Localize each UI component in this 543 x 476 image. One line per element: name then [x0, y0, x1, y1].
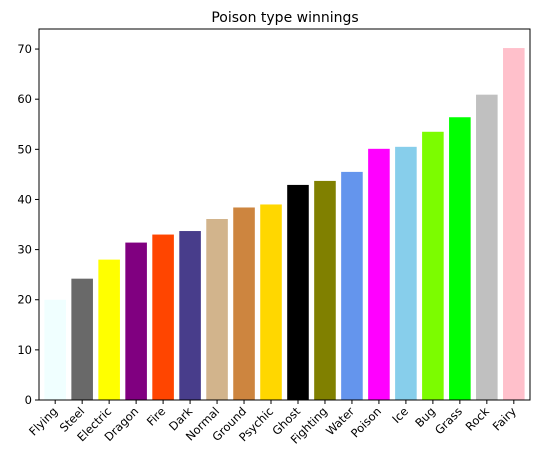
- bar-normal: [206, 219, 228, 400]
- bar-electric: [98, 259, 120, 400]
- y-tick-label: 10: [17, 343, 32, 357]
- x-tick-label: Rock: [463, 404, 493, 434]
- x-tick-label: Fairy: [490, 404, 519, 433]
- y-axis-ticks: 0 10 20 30 40 50 60 70: [17, 42, 39, 407]
- y-tick-label: 60: [17, 92, 32, 106]
- bar-dark: [179, 231, 201, 400]
- axes: [38, 28, 531, 401]
- y-tick-label: 40: [17, 192, 32, 206]
- bar-bug: [422, 131, 444, 400]
- x-tick-label: Grass: [432, 404, 465, 437]
- bar-water: [341, 171, 363, 400]
- x-tick-label: Fire: [144, 404, 168, 428]
- bar-flying: [44, 299, 66, 400]
- y-tick-label: 20: [17, 293, 32, 307]
- bar-ice: [395, 146, 417, 400]
- bar-rock: [476, 94, 498, 401]
- bar-dragon: [125, 242, 147, 400]
- bar-fighting: [314, 180, 336, 400]
- bar-poison: [368, 148, 390, 400]
- bar-ghost: [287, 184, 309, 400]
- bar-grass: [449, 117, 471, 401]
- plot-frame: [38, 28, 531, 401]
- bar-steel: [71, 278, 93, 400]
- x-tick-label: Flying: [26, 404, 60, 438]
- bar-fairy: [503, 48, 525, 401]
- x-tick-label: Poison: [348, 404, 384, 440]
- y-tick-label: 50: [17, 142, 32, 156]
- y-tick-label: 0: [25, 393, 32, 407]
- chart-title: Poison type winnings: [211, 10, 358, 26]
- bars: [44, 48, 525, 401]
- bar-psychic: [260, 204, 282, 400]
- x-tick-label: Ice: [389, 404, 411, 426]
- y-tick-label: 70: [17, 42, 32, 56]
- bar-fire: [152, 234, 174, 400]
- bar-ground: [233, 207, 255, 400]
- y-tick-label: 30: [17, 243, 32, 257]
